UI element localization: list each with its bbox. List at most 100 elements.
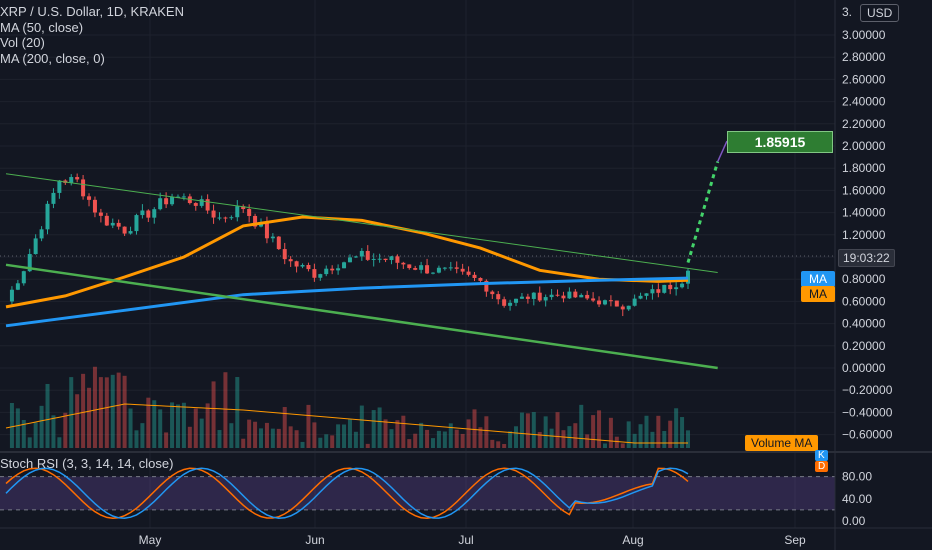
candle-body	[567, 291, 572, 299]
candle-body	[436, 267, 441, 273]
volume-bar	[110, 374, 115, 448]
volume-bar	[253, 421, 258, 448]
volume-bar	[555, 412, 560, 448]
time-axis: May Jun Jul Aug Sep	[139, 533, 806, 547]
volume-bar	[223, 372, 228, 448]
candle-body	[21, 271, 26, 284]
volume-bar	[116, 372, 121, 448]
candle-body	[33, 238, 38, 255]
candle-body	[288, 259, 293, 262]
candle-body	[330, 268, 335, 271]
price-tick-label: 0.00000	[842, 361, 886, 375]
candle-body	[442, 267, 447, 269]
candle-body	[324, 268, 329, 275]
volume-bar	[306, 404, 311, 448]
upper-trendline	[5, 173, 718, 273]
volume-bar	[502, 443, 507, 448]
price-tick-label: 0.20000	[842, 339, 886, 353]
lower-trendline	[5, 263, 718, 370]
candle-body	[484, 280, 489, 292]
volume-bar	[211, 381, 216, 448]
volume-bar	[442, 431, 447, 448]
volume-bar	[371, 410, 376, 448]
volume-bar	[484, 416, 489, 448]
grid	[0, 0, 835, 528]
volume-bar	[170, 402, 175, 448]
candle-body	[638, 295, 643, 299]
candle-body	[276, 236, 281, 250]
candle-body	[389, 256, 394, 261]
volume-bar	[128, 408, 133, 448]
candle-body	[686, 270, 690, 284]
candle-body	[122, 226, 127, 234]
candle-body	[395, 256, 400, 263]
candle-body	[549, 294, 554, 298]
volume-bar	[92, 366, 97, 448]
price-tick-label: 1.80000	[842, 161, 886, 175]
volume-bar	[395, 420, 400, 448]
indicator-vol[interactable]: Vol (20)	[0, 35, 45, 50]
volume-bar	[276, 428, 281, 448]
volume-bar	[122, 375, 127, 448]
price-tick-label: −0.40000	[842, 405, 893, 419]
candle-body	[39, 229, 44, 239]
candle-body	[312, 269, 317, 278]
volume-bar	[33, 422, 38, 448]
price-tick-label: −0.20000	[842, 383, 893, 397]
indicator-ma200[interactable]: MA (200, close, 0)	[0, 50, 105, 66]
price-tick-label: 2.00000	[842, 139, 886, 153]
volume-bar	[602, 443, 607, 448]
candlesticks	[9, 173, 690, 317]
volume-bars	[5, 366, 690, 448]
volume-bar	[140, 423, 145, 448]
volume-bar	[69, 377, 74, 448]
price-tick-label: 1.20000	[842, 228, 886, 242]
volume-bar	[146, 397, 151, 448]
candle-body	[140, 210, 145, 216]
indicator-ma50[interactable]: MA (50, close)	[0, 19, 84, 35]
candle-body	[383, 258, 388, 261]
volume-bar	[680, 417, 685, 448]
volume-bar	[187, 426, 192, 448]
volume-bar	[264, 422, 269, 448]
target-price-label[interactable]: 1.85915	[727, 131, 833, 153]
volume-bar	[620, 443, 625, 448]
volume-bar	[419, 422, 424, 448]
volume-bar	[259, 428, 264, 448]
stoch-k-line	[5, 467, 689, 519]
currency-button[interactable]: USD	[860, 4, 900, 22]
volume-bar	[229, 423, 234, 448]
symbol-title[interactable]: XRP / U.S. Dollar, 1D, KRAKEN	[0, 4, 184, 19]
candle-body	[543, 297, 548, 301]
volume-bar	[21, 419, 26, 448]
projection-line	[686, 161, 720, 264]
stoch-rsi-pane: 80.00 40.00 0.00	[0, 467, 872, 528]
candle-body	[247, 209, 252, 216]
candle-body	[306, 264, 311, 270]
volume-bar	[662, 430, 667, 448]
volume-bar	[175, 404, 180, 448]
candle-body	[92, 199, 97, 213]
volume-bar	[597, 410, 602, 448]
candle-body	[531, 292, 536, 299]
volume-bar	[15, 408, 20, 448]
candle-body	[632, 298, 637, 306]
candle-body	[555, 294, 560, 296]
stoch-rsi-label[interactable]: Stoch RSI (3, 3, 14, 14, close)	[0, 456, 174, 471]
price-tick-label: 2.80000	[842, 50, 886, 64]
candle-body	[170, 197, 175, 205]
volume-bar	[27, 437, 32, 448]
volume-bar	[650, 431, 655, 448]
volume-bar	[81, 373, 86, 448]
candle-body	[69, 177, 74, 183]
candle-body	[75, 177, 80, 180]
volume-bar	[98, 377, 103, 448]
volume-bar	[104, 377, 109, 448]
volume-bar	[87, 387, 92, 448]
candle-body	[454, 267, 459, 269]
price-tick-label: 2.20000	[842, 117, 886, 131]
candle-body	[490, 291, 495, 295]
volume-bar	[531, 412, 536, 448]
volume-ma-line	[5, 403, 688, 444]
